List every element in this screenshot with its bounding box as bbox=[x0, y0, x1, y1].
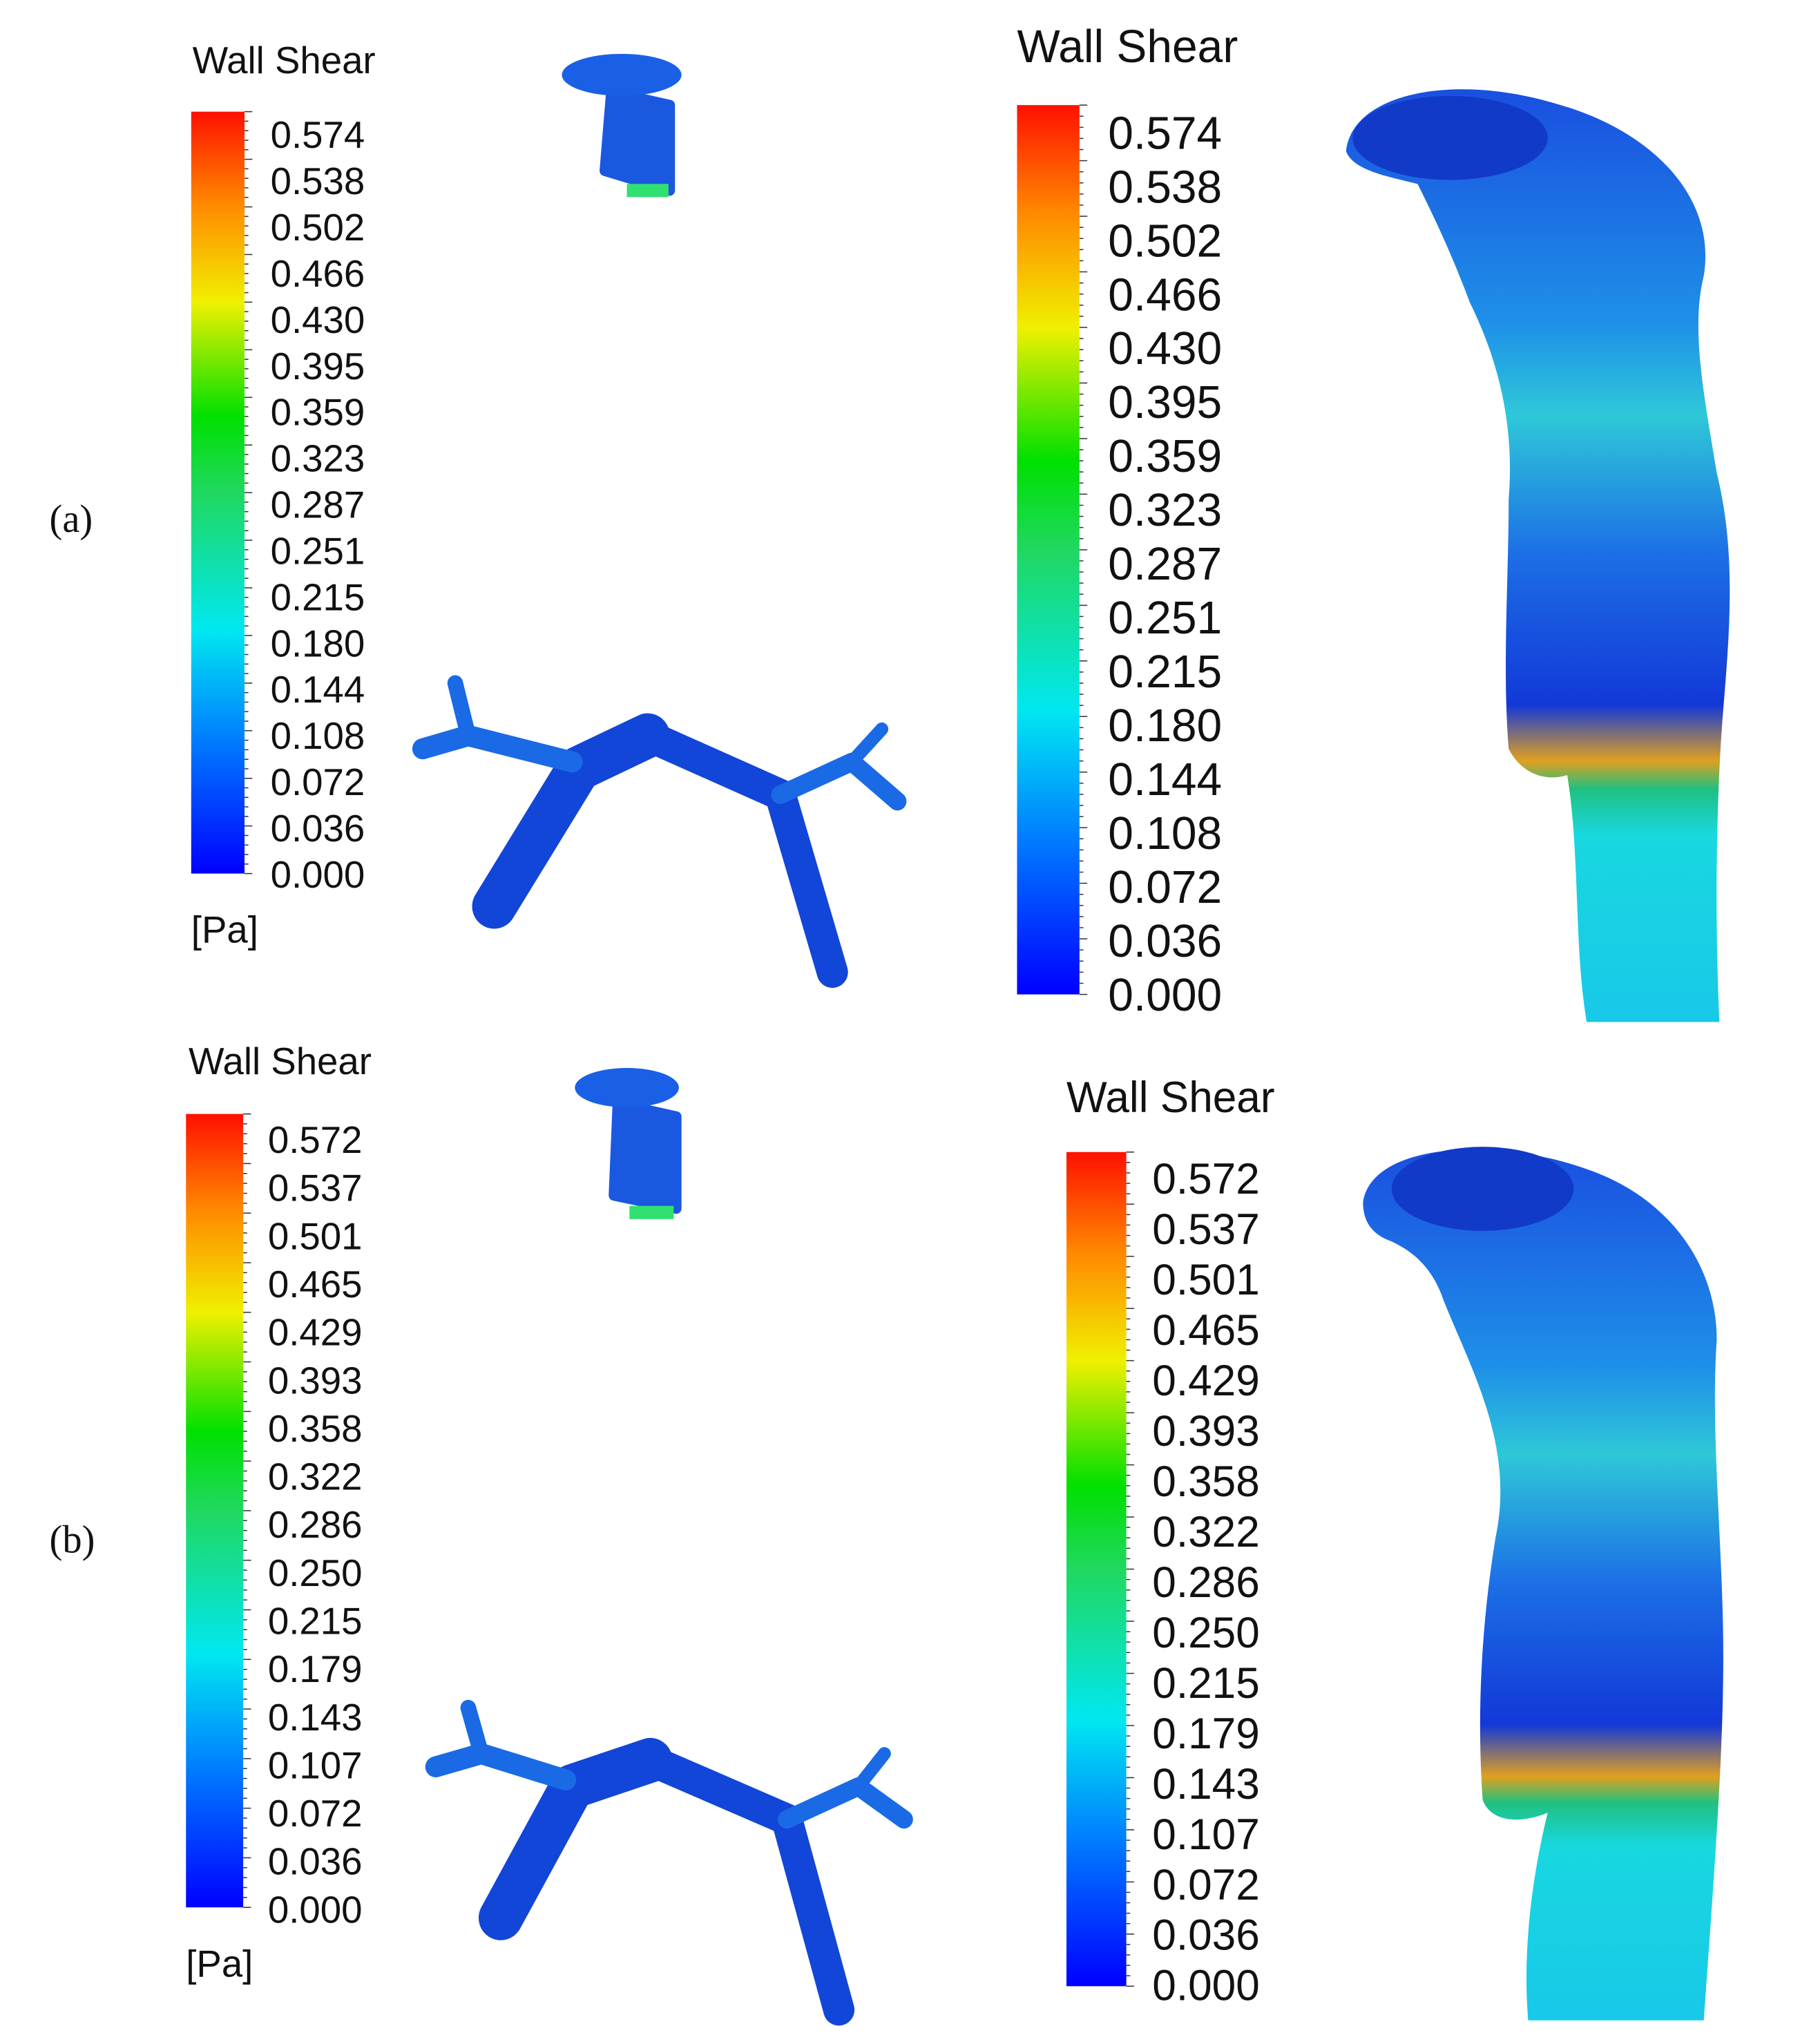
colorbar-tick-label: 0.502 bbox=[271, 206, 365, 249]
colorbar-tick-label: 0.323 bbox=[271, 437, 365, 479]
colorbar-tick-label: 0.179 bbox=[268, 1647, 363, 1690]
colorbar-tick-label: 0.143 bbox=[268, 1696, 363, 1739]
colorbar-tick-label: 0.395 bbox=[1108, 377, 1222, 428]
colorbar-tick-label: 0.143 bbox=[1152, 1760, 1259, 1808]
colorbar-tick-label: 0.107 bbox=[1152, 1811, 1259, 1859]
colorbar-tick-label: 0.072 bbox=[271, 761, 365, 803]
colorbar-unit: [Pa] bbox=[186, 1942, 253, 1985]
colorbar-tick-label: 0.466 bbox=[271, 252, 365, 295]
colorbar-tick-label: 0.286 bbox=[1152, 1558, 1259, 1607]
colorbar-tick-label: 0.465 bbox=[1152, 1306, 1259, 1355]
colorbar bbox=[1066, 1152, 1127, 1987]
colorbar-title: Wall Shear bbox=[1066, 1073, 1275, 1122]
colorbar-tick-label: 0.358 bbox=[268, 1407, 363, 1450]
airway-opening bbox=[1391, 1147, 1574, 1231]
colorbar-tick-label: 0.144 bbox=[271, 668, 365, 711]
colorbar-tick-label: 0.466 bbox=[1108, 269, 1222, 321]
colorbar-tick-label: 0.537 bbox=[268, 1166, 363, 1209]
colorbar-tick-label: 0.179 bbox=[1152, 1710, 1259, 1758]
colorbar-tick-label: 0.000 bbox=[1108, 970, 1222, 1021]
colorbar-unit: [Pa] bbox=[191, 908, 258, 951]
colorbar-tick-label: 0.072 bbox=[1108, 862, 1222, 913]
airway-model bbox=[412, 53, 907, 988]
colorbar-tick-label: 0.036 bbox=[1152, 1911, 1259, 1959]
colorbar-tick-label: 0.538 bbox=[271, 160, 365, 202]
airway-model bbox=[425, 1068, 913, 2026]
colorbar-tick-label: 0.502 bbox=[1108, 216, 1222, 267]
colorbar-tick-label: 0.429 bbox=[268, 1310, 363, 1353]
colorbar-tick-label: 0.501 bbox=[268, 1214, 363, 1257]
colorbar-title: Wall Shear bbox=[189, 1040, 372, 1082]
colorbar-tick-label: 0.572 bbox=[1152, 1155, 1259, 1203]
colorbar-tick-label: 0.501 bbox=[1152, 1256, 1259, 1304]
colorbar-tick-label: 0.359 bbox=[1108, 431, 1222, 482]
colorbar-tick-label: 0.215 bbox=[1108, 647, 1222, 698]
colorbar-tick-label: 0.036 bbox=[268, 1840, 363, 1883]
colorbar-tick-label: 0.036 bbox=[1108, 916, 1222, 967]
colorbar-tick-label: 0.036 bbox=[271, 807, 365, 850]
colorbar bbox=[186, 1114, 244, 1908]
colorbar-tick-label: 0.393 bbox=[268, 1359, 363, 1402]
colorbar-tick-label: 0.072 bbox=[1152, 1860, 1259, 1909]
colorbar-tick-label: 0.215 bbox=[1152, 1659, 1259, 1708]
colorbar-tick-label: 0.251 bbox=[1108, 593, 1222, 644]
colorbar-tick-label: 0.322 bbox=[1152, 1508, 1259, 1556]
colorbar-tick-label: 0.358 bbox=[1152, 1458, 1259, 1506]
panel-label: (a) bbox=[50, 497, 93, 541]
colorbar-tick-label: 0.072 bbox=[268, 1792, 363, 1835]
colorbar-tick-label: 0.215 bbox=[271, 575, 365, 618]
colorbar-tick-label: 0.286 bbox=[268, 1503, 363, 1546]
colorbar-tick-label: 0.430 bbox=[271, 298, 365, 341]
colorbar bbox=[191, 111, 245, 874]
colorbar-tick-label: 0.287 bbox=[271, 483, 365, 526]
colorbar-tick-label: 0.000 bbox=[1152, 1961, 1259, 2009]
colorbar-tick-label: 0.430 bbox=[1108, 323, 1222, 374]
colorbar-title: Wall Shear bbox=[193, 39, 376, 82]
colorbar-tick-label: 0.144 bbox=[1108, 754, 1222, 805]
colorbar-tick-label: 0.180 bbox=[1108, 700, 1222, 752]
airway-opening bbox=[1352, 95, 1548, 180]
airway-zoom bbox=[1346, 89, 1730, 1022]
colorbar-tick-label: 0.322 bbox=[268, 1455, 363, 1498]
colorbar-tick-label: 0.108 bbox=[271, 714, 365, 757]
colorbar-tick-label: 0.393 bbox=[1152, 1407, 1259, 1455]
colorbar-tick-label: 0.108 bbox=[1108, 808, 1222, 859]
colorbar-tick-label: 0.287 bbox=[1108, 539, 1222, 590]
colorbar-tick-label: 0.323 bbox=[1108, 485, 1222, 536]
colorbar bbox=[1017, 105, 1080, 995]
colorbar-tick-label: 0.251 bbox=[271, 529, 365, 572]
colorbar-tick-label: 0.465 bbox=[268, 1263, 363, 1306]
colorbar-tick-label: 0.250 bbox=[268, 1551, 363, 1594]
colorbar-tick-label: 0.250 bbox=[1152, 1609, 1259, 1657]
colorbar-tick-label: 0.574 bbox=[271, 113, 365, 156]
colorbar-tick-label: 0.359 bbox=[271, 390, 365, 433]
colorbar-tick-label: 0.537 bbox=[1152, 1205, 1259, 1254]
colorbar-tick-label: 0.538 bbox=[1108, 162, 1222, 213]
panel-label: (b) bbox=[50, 1518, 95, 1561]
colorbar-tick-label: 0.572 bbox=[268, 1118, 363, 1161]
colorbar-tick-label: 0.429 bbox=[1152, 1357, 1259, 1405]
colorbar-tick-label: 0.215 bbox=[268, 1599, 363, 1642]
colorbar-tick-label: 0.395 bbox=[271, 345, 365, 388]
colorbar-tick-label: 0.574 bbox=[1108, 108, 1222, 159]
airway-zoom bbox=[1363, 1149, 1723, 2021]
colorbar-tick-label: 0.107 bbox=[268, 1744, 363, 1786]
colorbar-tick-label: 0.000 bbox=[268, 1888, 363, 1931]
colorbar-tick-label: 0.180 bbox=[271, 622, 365, 665]
colorbar-tick-label: 0.000 bbox=[271, 853, 365, 896]
colorbar-title: Wall Shear bbox=[1017, 21, 1238, 73]
